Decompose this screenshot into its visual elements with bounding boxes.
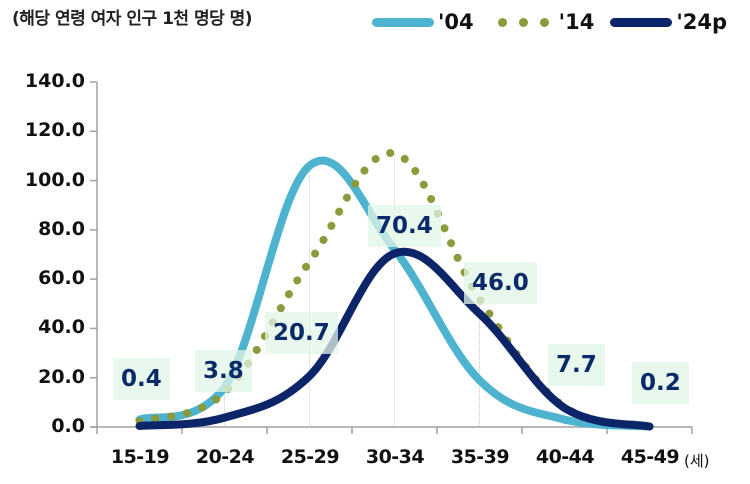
legend-line-icon xyxy=(610,17,673,27)
x-tick-label: 30-34 xyxy=(365,446,425,468)
y-tick-label: 100.0 xyxy=(24,168,85,191)
y-tick-label: 120.0 xyxy=(24,119,85,142)
x-tick-label: 40-44 xyxy=(535,446,595,468)
data-label: 70.4 xyxy=(368,205,441,247)
data-label: 20.7 xyxy=(265,312,338,354)
series-line-24p xyxy=(135,247,654,431)
x-tick-label: 15-19 xyxy=(110,446,170,468)
legend-item-14: '14 xyxy=(490,10,595,34)
y-tick-label: 0.0 xyxy=(51,415,85,437)
data-label: 7.7 xyxy=(548,344,605,386)
data-label: 46.0 xyxy=(464,262,537,304)
legend-label: '14 xyxy=(558,10,595,34)
legend-line-icon xyxy=(372,17,434,27)
legend-dots-icon xyxy=(497,17,549,27)
legend-label: '04 xyxy=(438,10,474,34)
y-tick-label: 80.0 xyxy=(38,217,85,240)
x-tick-label: 45-49 xyxy=(620,446,680,468)
legend-label: '24p xyxy=(676,10,727,34)
y-tick-label: 40.0 xyxy=(38,316,85,339)
x-tick-label: 25-29 xyxy=(280,446,340,468)
x-tick-label: 35-39 xyxy=(450,446,510,468)
legend: '04 '14 '24p xyxy=(372,10,737,34)
unit-title: (해당 연령 여자 인구 1천 명당 명) xyxy=(12,9,253,29)
data-label: 3.8 xyxy=(195,350,252,392)
data-label: 0.4 xyxy=(113,358,170,400)
legend-item-24p: '24p xyxy=(610,10,727,34)
legend-item-04: '04 xyxy=(372,10,474,34)
data-label: 0.2 xyxy=(632,362,689,404)
y-tick-label: 140.0 xyxy=(24,70,85,92)
x-tick-label: 20-24 xyxy=(195,446,255,468)
y-tick-label: 60.0 xyxy=(38,267,85,290)
x-axis-unit: (세) xyxy=(684,452,710,470)
y-tick-label: 20.0 xyxy=(38,365,85,388)
